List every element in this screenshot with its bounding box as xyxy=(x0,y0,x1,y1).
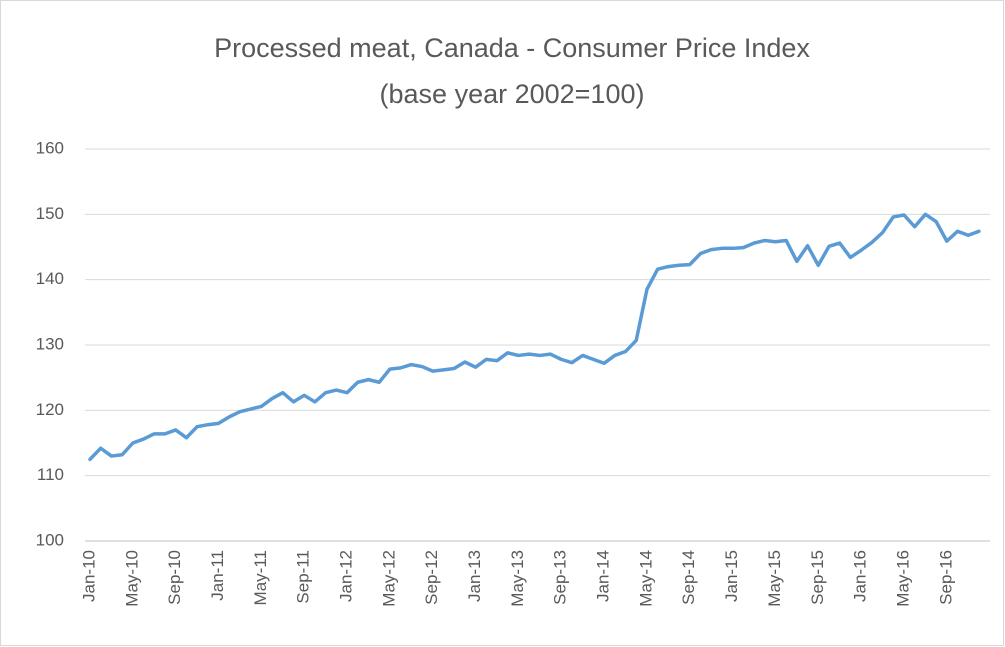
y-tick-label: 130 xyxy=(36,334,64,353)
x-tick-label: Sep-14 xyxy=(679,550,698,605)
y-tick-label: 160 xyxy=(36,138,64,157)
x-tick-label: Jan-10 xyxy=(79,550,98,602)
y-tick-label: 100 xyxy=(36,530,64,549)
x-tick-label: May-15 xyxy=(765,550,784,607)
x-tick-label: May-10 xyxy=(122,550,141,607)
x-tick-label: Sep-15 xyxy=(808,550,827,605)
x-tick-label: Jan-13 xyxy=(465,550,484,602)
x-tick-label: Sep-13 xyxy=(551,550,570,605)
x-tick-label: Sep-11 xyxy=(294,550,313,604)
x-tick-label: Sep-12 xyxy=(422,550,441,605)
x-tick-label: Jan-11 xyxy=(208,550,227,601)
x-tick-label: May-13 xyxy=(508,550,527,607)
y-tick-label: 150 xyxy=(36,204,64,223)
x-tick-label: May-16 xyxy=(893,550,912,607)
x-tick-label: Jan-16 xyxy=(851,550,870,602)
data-line xyxy=(88,212,981,462)
x-tick-label: Sep-16 xyxy=(936,550,955,605)
x-tick-label: Jan-14 xyxy=(594,550,613,602)
x-tick-label: May-12 xyxy=(379,550,398,607)
x-tick-label: May-11 xyxy=(251,550,270,605)
y-tick-label: 120 xyxy=(36,400,64,419)
x-tick-label: May-14 xyxy=(636,550,655,607)
y-tick-label: 110 xyxy=(37,465,64,484)
chart-title: Processed meat, Canada - Consumer Price … xyxy=(214,33,810,63)
x-tick-label: Jan-15 xyxy=(722,550,741,602)
chart-subtitle: (base year 2002=100) xyxy=(380,79,645,109)
x-tick-label: Sep-10 xyxy=(165,550,184,605)
x-tick-label: Jan-12 xyxy=(337,550,356,602)
y-tick-label: 140 xyxy=(36,269,64,288)
